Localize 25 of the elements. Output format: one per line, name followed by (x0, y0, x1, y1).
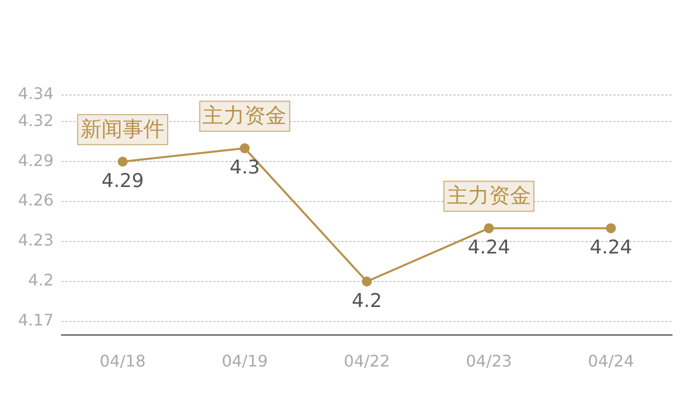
annotation: 新闻事件 (80, 117, 165, 142)
annotation: 主力资金 (446, 184, 531, 208)
data-label: 4.2 (352, 290, 382, 312)
y-tick-label: 4.34 (18, 84, 54, 104)
data-label: 4.24 (590, 236, 632, 259)
data-label: 4.3 (230, 156, 260, 179)
y-tick-label: 4.29 (18, 150, 54, 170)
x-tick-label: 04/24 (588, 352, 634, 371)
x-tick-label: 04/22 (344, 352, 390, 371)
data-label: 4.29 (102, 170, 144, 192)
point (484, 223, 494, 234)
point (240, 143, 250, 154)
annotation: 主力资金 (202, 104, 287, 128)
y-tick-label: 4.26 (18, 190, 54, 210)
y-tick-label: 4.17 (18, 310, 54, 330)
y-tick-label: 4.23 (18, 230, 54, 250)
point (606, 223, 616, 234)
y-tick-label: 4.32 (18, 110, 54, 130)
point (362, 276, 372, 287)
point (118, 156, 128, 167)
x-tick-label: 04/18 (100, 352, 146, 371)
x-tick-label: 04/23 (466, 352, 512, 371)
x-tick-label: 04/19 (222, 352, 268, 371)
data-label: 4.24 (468, 236, 510, 259)
y-tick-label: 4.2 (28, 270, 54, 290)
